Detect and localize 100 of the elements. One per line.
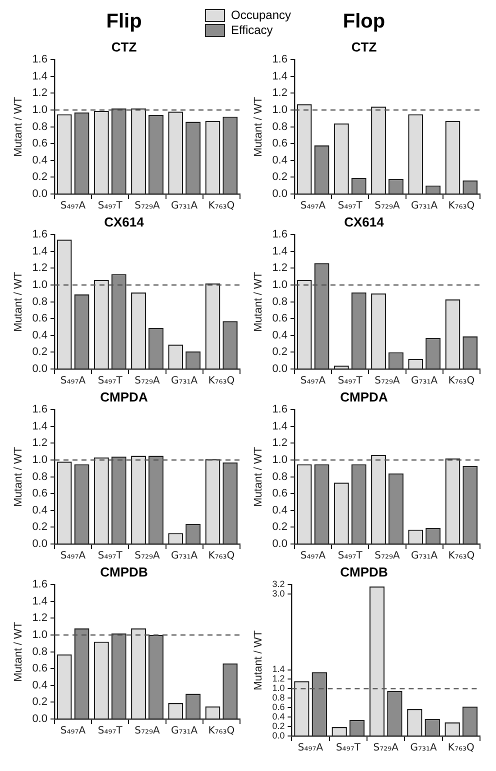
y-tick-label: 1.0 <box>272 104 288 116</box>
y-tick-label: 1.4 <box>32 70 48 82</box>
x-tick-label: G₇₃₁A <box>410 742 437 754</box>
x-tick-label: S₄₉₇T <box>338 550 364 562</box>
y-tick-label: 0.0 <box>272 188 288 200</box>
y-axis-title: Mutant / WT <box>252 630 265 690</box>
y-tick-label: 1.2 <box>32 612 48 624</box>
y-tick-label: 0.0 <box>32 538 48 550</box>
chart-subtitle: CTZ <box>111 39 137 54</box>
y-tick-label: 1.4 <box>272 420 288 432</box>
x-tick-label: S₄₉₇T <box>98 550 124 562</box>
y-axis-title: Mutant / WT <box>12 96 25 157</box>
x-tick-label: S₇₂₉A <box>134 200 160 212</box>
y-axis-title: Mutant / WT <box>12 622 25 682</box>
y-tick-label: 0.6 <box>32 138 48 150</box>
x-tick-label: S₇₂₉A <box>134 550 160 562</box>
y-tick-label: 1.2 <box>272 87 288 100</box>
y-tick-label: 0.2 <box>272 521 288 534</box>
y-tick-label: 1.6 <box>32 228 48 241</box>
y-tick-label: 0.6 <box>272 138 288 150</box>
y-tick-label: 0.8 <box>32 120 48 133</box>
y-tick-label: 0.8 <box>272 692 285 703</box>
y-tick-label: 0.8 <box>32 646 48 658</box>
y-tick-label: 0.2 <box>32 696 48 708</box>
x-tick-label: S₄₉₇A <box>298 742 324 754</box>
y-tick-label: 1.4 <box>32 420 48 432</box>
y-tick-label: 0.2 <box>272 346 288 358</box>
y-tick-label: 0.4 <box>272 504 288 516</box>
y-tick-label: 1.0 <box>32 279 48 292</box>
y-axis-title: Mutant / WT <box>252 446 265 507</box>
x-tick-label: K₇₆₃Q <box>448 376 475 387</box>
y-tick-label: 1.6 <box>272 404 288 416</box>
y-tick-label: 0.4 <box>32 504 48 516</box>
y-tick-label: 1.0 <box>32 104 48 116</box>
y-tick-label: 1.4 <box>32 245 48 258</box>
y-tick-label: 3.0 <box>272 588 285 599</box>
y-tick-label: 3.2 <box>272 579 285 590</box>
y-tick-label: 1.0 <box>272 454 288 466</box>
x-tick-label: G₇₃₁A <box>411 376 438 387</box>
x-tick-label: K₇₆₃Q <box>448 200 475 212</box>
y-tick-label: 0.6 <box>32 488 48 500</box>
x-tick-label: S₇₂₉A <box>374 200 400 212</box>
y-tick-label: 0.0 <box>32 713 48 726</box>
y-tick-label: 1.2 <box>272 674 285 684</box>
x-tick-label: G₇₃₁A <box>171 200 198 212</box>
y-axis-title: Mutant / WT <box>252 96 265 157</box>
x-tick-label: S₇₂₉A <box>134 376 160 387</box>
x-tick-label: S₄₉₇A <box>60 376 86 387</box>
y-axis-title: Mutant / WT <box>12 272 25 332</box>
y-tick-label: 1.0 <box>272 683 285 694</box>
y-tick-label: 1.6 <box>32 578 48 591</box>
y-tick-label: 1.0 <box>272 279 288 292</box>
x-tick-label: S₄₉₇A <box>300 376 326 387</box>
y-tick-label: 1.6 <box>272 54 288 66</box>
y-tick-label: 1.2 <box>32 437 48 450</box>
y-tick-label: 0.2 <box>272 721 285 732</box>
y-tick-label: 0.2 <box>32 346 48 358</box>
y-tick-label: 0.0 <box>32 363 48 376</box>
y-tick-label: 0.4 <box>32 329 48 342</box>
y-tick-label: 0.4 <box>272 329 288 342</box>
y-tick-label: 0.4 <box>32 679 48 692</box>
chart-title: Flop <box>342 10 386 33</box>
y-tick-label: 0.2 <box>272 171 288 184</box>
x-tick-label: K₇₆₃Q <box>208 726 235 737</box>
y-tick-label: 0.8 <box>272 470 288 483</box>
x-tick-label: S₄₉₇A <box>60 200 86 212</box>
x-tick-label: S₄₉₇T <box>98 200 124 212</box>
y-tick-label: 0.0 <box>272 538 288 550</box>
x-tick-label: S₄₉₇T <box>336 742 362 754</box>
x-tick-label: S₄₉₇A <box>300 200 326 212</box>
y-axis-title: Mutant / WT <box>252 272 265 332</box>
y-tick-label: 0.8 <box>32 470 48 483</box>
y-tick-label: 0.6 <box>32 312 48 325</box>
x-tick-label: S₄₉₇T <box>98 376 124 387</box>
y-tick-label: 1.4 <box>272 664 285 674</box>
x-tick-label: K₇₆₃Q <box>208 376 235 387</box>
chart-subtitle: CTZ <box>351 39 377 54</box>
x-tick-label: S₄₉₇A <box>60 550 86 562</box>
x-tick-label: S₇₂₉A <box>373 742 399 754</box>
chart-title: CMPDB <box>340 564 388 580</box>
x-tick-label: G₇₃₁A <box>411 550 438 562</box>
x-tick-label: S₇₂₉A <box>134 726 160 737</box>
x-tick-label: K₇₆₃Q <box>208 550 235 562</box>
x-tick-label: G₇₃₁A <box>171 550 198 562</box>
y-tick-label: 1.0 <box>32 454 48 466</box>
y-tick-label: 0.8 <box>272 120 288 133</box>
x-tick-label: S₄₉₇A <box>60 726 86 737</box>
y-tick-label: 1.4 <box>32 595 48 608</box>
x-tick-label: S₄₉₇A <box>300 550 326 562</box>
x-tick-label: K₇₆₃Q <box>448 550 475 562</box>
y-tick-label: 1.6 <box>32 54 48 66</box>
y-tick-label: 0.4 <box>272 154 288 166</box>
x-tick-label: S₄₉₇T <box>338 376 364 387</box>
y-tick-label: 1.4 <box>272 245 288 258</box>
y-tick-label: 0.4 <box>32 154 48 166</box>
y-tick-label: 1.4 <box>272 70 288 82</box>
y-tick-label: 1.2 <box>32 87 48 100</box>
chart-title: CMPDB <box>100 564 148 580</box>
x-tick-label: G₇₃₁A <box>171 376 198 387</box>
y-tick-label: 1.2 <box>272 437 288 450</box>
